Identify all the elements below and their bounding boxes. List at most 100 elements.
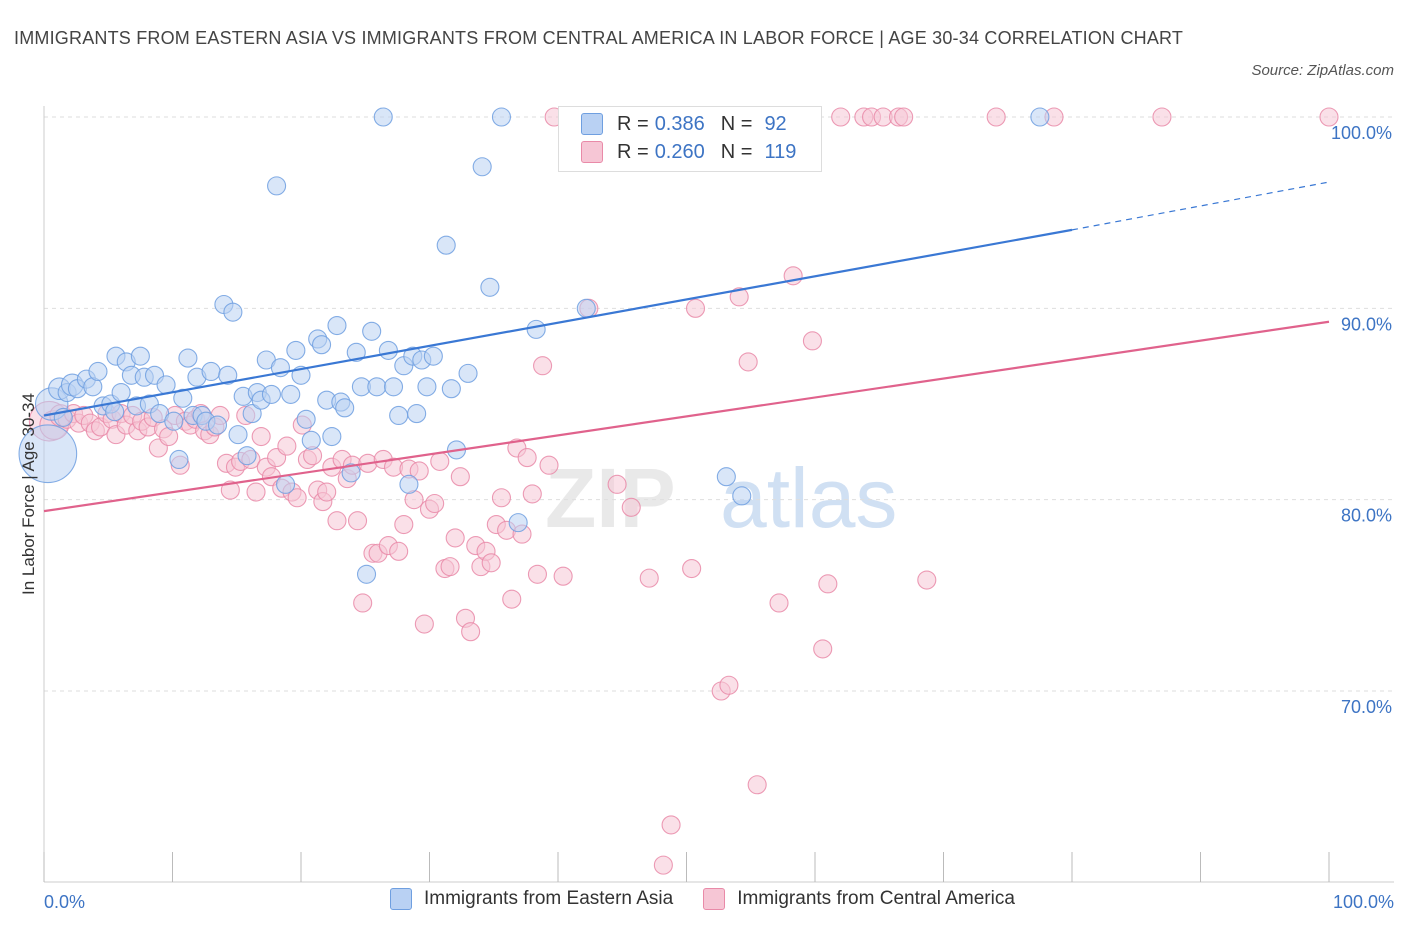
points-eastern-asia — [18, 107, 1050, 584]
point-central-america-115 — [802, 331, 822, 351]
point-central-america-34 — [220, 480, 240, 500]
point-eastern-asia-85 — [526, 319, 546, 339]
point-central-america-110 — [738, 352, 758, 372]
point-eastern-asia-71 — [399, 474, 419, 494]
axes — [43, 106, 1394, 883]
y-tick-label-80: 80.0% — [1341, 506, 1392, 526]
point-eastern-asia-77 — [436, 235, 456, 255]
point-eastern-asia-45 — [267, 176, 287, 196]
point-eastern-asia-76 — [423, 346, 443, 366]
point-eastern-asia-73 — [407, 404, 427, 424]
point-eastern-asia-81 — [472, 157, 492, 177]
point-central-america-96 — [539, 455, 559, 475]
point-central-america-104 — [661, 815, 681, 835]
legend-swatch-pink — [581, 141, 603, 163]
point-central-america-87 — [491, 488, 512, 508]
series-legend: Immigrants from Eastern Asia Immigrants … — [390, 888, 1045, 910]
legend-item-central-america[interactable]: Immigrants from Central America — [703, 888, 1015, 910]
point-eastern-asia-35 — [218, 365, 238, 385]
legend-r-label: R = — [617, 140, 649, 163]
point-central-america-40 — [251, 426, 271, 447]
legend-r-label: R = — [617, 112, 649, 135]
point-central-america-123 — [894, 107, 914, 127]
point-eastern-asia-86 — [576, 298, 596, 318]
point-eastern-asia-91 — [1030, 107, 1050, 127]
watermark-zip: ZIP — [545, 451, 676, 545]
trend-line-eastern-asia-extension — [1071, 181, 1330, 231]
point-eastern-asia-84 — [508, 513, 528, 533]
point-central-america-116 — [813, 639, 833, 659]
point-central-america-78 — [445, 528, 465, 548]
point-eastern-asia-27 — [178, 348, 198, 368]
point-central-america-55 — [327, 511, 347, 531]
legend-row-eastern-asia: R = 0.386 N = 92 — [581, 110, 787, 138]
point-eastern-asia-40 — [242, 404, 262, 424]
legend-swatch-blue — [390, 888, 412, 910]
point-eastern-asia-65 — [367, 377, 387, 397]
point-central-america-59 — [347, 511, 368, 531]
point-eastern-asia-83 — [491, 107, 512, 127]
point-central-america-71 — [409, 461, 429, 481]
legend-swatch-pink — [703, 888, 726, 910]
point-eastern-asia-61 — [346, 342, 366, 362]
point-eastern-asia-67 — [378, 340, 398, 360]
point-eastern-asia-12 — [105, 402, 125, 422]
y-tick-label-90: 90.0% — [1341, 314, 1392, 334]
point-central-america-94 — [527, 564, 547, 584]
x-tick-label-min: 0.0% — [44, 892, 85, 912]
point-eastern-asia-80 — [458, 363, 478, 383]
point-eastern-asia-69 — [389, 405, 409, 426]
point-eastern-asia-0 — [18, 424, 78, 484]
point-eastern-asia-89 — [716, 467, 736, 487]
point-central-america-95 — [533, 356, 553, 376]
point-central-america-72 — [414, 614, 434, 634]
point-eastern-asia-37 — [228, 425, 248, 445]
legend-r-value: 0.386 — [654, 112, 705, 135]
point-central-america-100 — [607, 474, 627, 494]
y-tick-label-70: 70.0% — [1341, 697, 1392, 717]
point-eastern-asia-14 — [111, 382, 131, 403]
point-central-america-105 — [682, 558, 702, 579]
point-central-america-85 — [481, 553, 501, 573]
point-eastern-asia-75 — [417, 377, 437, 397]
point-central-america-67 — [389, 541, 409, 561]
point-central-america-81 — [461, 622, 481, 642]
point-eastern-asia-56 — [322, 426, 342, 447]
legend-label-central-america: Immigrants from Central America — [737, 888, 1015, 909]
legend-row-central-america: R = 0.260 N = 119 — [581, 138, 796, 166]
point-central-america-103 — [653, 855, 673, 875]
trend-line-eastern-asia — [43, 228, 1073, 417]
point-central-america-127 — [1152, 107, 1172, 127]
point-eastern-asia-64 — [362, 321, 382, 341]
x-ticks — [43, 852, 1330, 882]
point-central-america-79 — [450, 467, 470, 487]
point-eastern-asia-44 — [261, 384, 281, 404]
point-central-america-89 — [502, 589, 522, 609]
legend-n-label: N = — [720, 140, 753, 163]
points-central-america — [28, 107, 1339, 875]
legend-item-eastern-asia[interactable]: Immigrants from Eastern Asia — [390, 888, 673, 910]
point-eastern-asia-90 — [732, 486, 752, 506]
legend-r-value: 0.260 — [654, 140, 705, 163]
legend-n-label: N = — [720, 112, 753, 135]
point-central-america-117 — [818, 574, 838, 594]
point-eastern-asia-36 — [223, 302, 243, 322]
point-eastern-asia-60 — [341, 463, 361, 483]
point-central-america-124 — [917, 570, 937, 590]
point-central-america-102 — [639, 568, 659, 588]
point-eastern-asia-68 — [383, 377, 404, 397]
point-central-america-98 — [553, 566, 573, 586]
point-central-america-75 — [430, 451, 450, 471]
point-eastern-asia-39 — [237, 446, 257, 466]
point-central-america-113 — [769, 593, 789, 613]
point-central-america-101 — [621, 497, 641, 517]
trend-lines — [43, 181, 1330, 513]
point-eastern-asia-59 — [335, 398, 355, 418]
point-eastern-asia-57 — [327, 316, 347, 336]
point-eastern-asia-47 — [276, 474, 296, 494]
point-eastern-asia-32 — [201, 361, 221, 382]
watermark: ZIP atlas — [545, 451, 897, 545]
point-central-america-53 — [317, 482, 337, 502]
point-eastern-asia-63 — [356, 564, 377, 584]
